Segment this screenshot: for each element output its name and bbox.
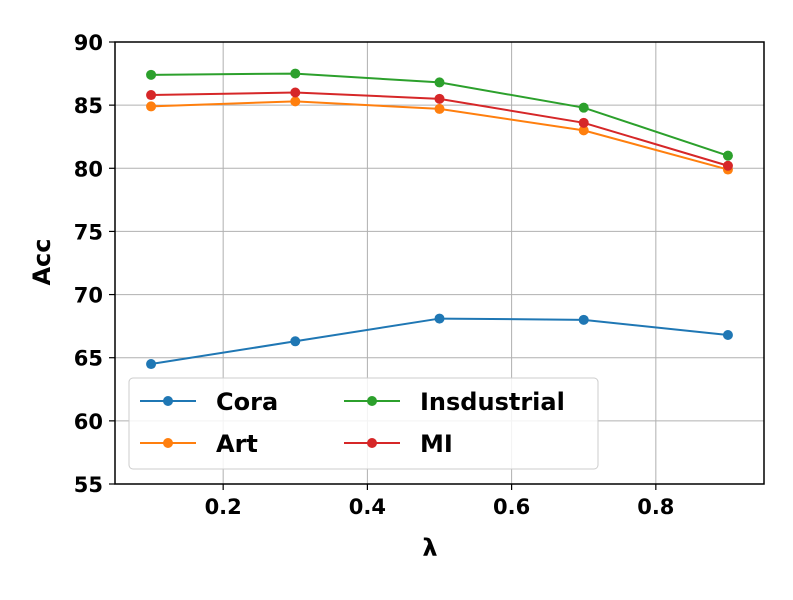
legend-item: Insdustrial — [344, 388, 565, 416]
y-tick-label: 55 — [74, 473, 103, 497]
legend-label: Art — [216, 430, 258, 458]
data-point — [146, 69, 157, 80]
legend-box — [128, 377, 599, 470]
legend-label: Cora — [216, 388, 278, 416]
series-art — [146, 96, 733, 175]
data-point — [578, 314, 589, 325]
legend-item: Cora — [140, 388, 278, 416]
data-point — [290, 68, 301, 79]
data-point — [434, 103, 445, 114]
y-tick-label: 75 — [74, 220, 103, 244]
data-point — [722, 150, 733, 161]
data-point — [290, 336, 301, 347]
data-point — [722, 160, 733, 171]
data-point — [578, 117, 589, 128]
y-tick-label: 90 — [74, 31, 103, 55]
series-insdustrial — [146, 68, 733, 161]
data-point — [434, 93, 445, 104]
data-point — [434, 313, 445, 324]
series-line — [150, 317, 729, 366]
legend-swatch-marker — [367, 396, 377, 406]
legend-swatch-marker — [163, 438, 173, 448]
data-point — [578, 125, 589, 136]
series-cora — [146, 313, 733, 370]
legend-item: MI — [344, 430, 453, 458]
series-lines — [146, 68, 733, 370]
x-tick-label: 0.2 — [205, 495, 242, 519]
data-point — [722, 329, 733, 340]
x-axis-label: λ — [422, 534, 437, 562]
y-tick-label: 60 — [74, 410, 103, 434]
legend-label: Insdustrial — [420, 388, 565, 416]
data-point — [290, 96, 301, 107]
x-tick-label: 0.6 — [493, 495, 530, 519]
legend-item: Art — [140, 430, 258, 458]
y-tick-label: 70 — [74, 284, 103, 308]
data-point — [434, 77, 445, 88]
legend-label: MI — [420, 430, 453, 458]
y-tick-label: 80 — [74, 157, 103, 181]
series-mi — [146, 87, 733, 171]
x-axis-ticks: 0.2 0.4 0.6 0.8 — [205, 484, 674, 519]
data-point — [146, 90, 157, 101]
data-point — [578, 102, 589, 113]
x-tick-label: 0.4 — [349, 495, 386, 519]
data-point — [146, 359, 157, 370]
y-tick-label: 85 — [74, 94, 103, 118]
plot-frame — [114, 41, 765, 485]
legend: Cora Art Insdustrial MI — [128, 377, 599, 470]
data-point — [290, 87, 301, 98]
y-axis-ticks: 55 60 65 70 75 80 85 90 — [74, 31, 115, 497]
data-point — [146, 101, 157, 112]
y-axis-label: Acc — [28, 238, 56, 285]
x-tick-label: 0.8 — [637, 495, 674, 519]
y-tick-label: 65 — [74, 347, 103, 371]
legend-swatch-marker — [367, 438, 377, 448]
legend-swatch-marker — [163, 396, 173, 406]
